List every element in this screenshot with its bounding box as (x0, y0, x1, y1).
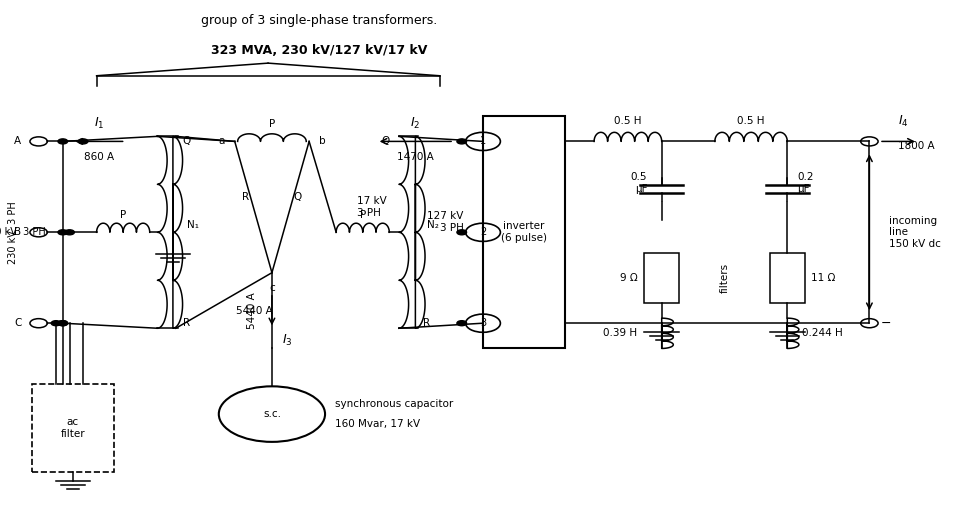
Text: 0.5 H: 0.5 H (737, 116, 765, 126)
Text: 5440 A: 5440 A (247, 292, 257, 329)
Text: A: A (14, 136, 21, 146)
Text: P: P (120, 210, 127, 220)
Text: 160 Mvar, 17 kV: 160 Mvar, 17 kV (335, 419, 420, 429)
Circle shape (51, 321, 61, 326)
Text: 860 A: 860 A (84, 152, 114, 162)
Text: N₁: N₁ (187, 220, 199, 230)
Text: R: R (242, 192, 249, 202)
Text: synchronous capacitor: synchronous capacitor (335, 399, 453, 409)
Text: $I_1$: $I_1$ (94, 116, 104, 131)
Circle shape (65, 230, 74, 235)
Text: −: − (881, 317, 892, 330)
Bar (483, 116, 565, 348)
Circle shape (58, 321, 68, 326)
Text: $I_3$: $I_3$ (282, 333, 292, 348)
Circle shape (457, 230, 467, 235)
Text: 230 kV  3 PH: 230 kV 3 PH (0, 227, 45, 237)
Text: 3: 3 (480, 318, 486, 328)
Text: 0.39 H: 0.39 H (604, 328, 638, 338)
Text: 0.244 H: 0.244 H (802, 328, 842, 338)
Text: a: a (218, 136, 225, 146)
Text: 1800 A: 1800 A (898, 141, 935, 152)
Text: 323 MVA, 230 kV/127 kV/17 kV: 323 MVA, 230 kV/127 kV/17 kV (211, 44, 427, 57)
Text: filters: filters (720, 263, 729, 293)
Text: 0.5 H: 0.5 H (614, 116, 641, 126)
Text: C: C (14, 318, 21, 328)
Text: Q: Q (293, 192, 301, 202)
Bar (644, 252, 679, 303)
Text: c: c (270, 283, 274, 293)
Text: B: B (14, 227, 21, 237)
Text: µF: µF (635, 184, 647, 194)
Text: Q: Q (183, 136, 191, 146)
Text: incoming
line
150 kV dc: incoming line 150 kV dc (889, 216, 941, 249)
Text: P: P (269, 119, 275, 129)
Text: R: R (183, 318, 189, 328)
Text: µF: µF (797, 184, 810, 194)
Text: R: R (423, 318, 430, 328)
Text: 1: 1 (480, 136, 486, 146)
Text: 0.5: 0.5 (631, 172, 647, 182)
Circle shape (58, 321, 68, 326)
Text: inverter
(6 pulse): inverter (6 pulse) (501, 222, 547, 243)
Text: $I_4$: $I_4$ (897, 114, 909, 129)
Text: group of 3 single-phase transformers.: group of 3 single-phase transformers. (201, 14, 437, 27)
Text: $I_2$: $I_2$ (411, 116, 420, 131)
Text: 5440 A: 5440 A (236, 306, 273, 316)
Bar (770, 252, 805, 303)
Text: 1470 A: 1470 A (397, 152, 434, 162)
Text: b: b (319, 136, 326, 146)
Text: Q: Q (381, 136, 389, 146)
Text: s.c.: s.c. (263, 409, 281, 419)
Text: N₂: N₂ (427, 220, 439, 230)
Text: 0.2: 0.2 (797, 172, 813, 182)
Circle shape (78, 139, 88, 144)
Circle shape (457, 139, 467, 144)
Text: 17 kV
3 PH: 17 kV 3 PH (357, 196, 387, 218)
Text: 127 kV
3 PH: 127 kV 3 PH (427, 212, 464, 233)
Circle shape (58, 139, 68, 144)
Text: 11 Ω: 11 Ω (811, 273, 836, 283)
Circle shape (58, 230, 68, 235)
Circle shape (457, 321, 467, 326)
Text: P: P (359, 210, 366, 220)
Text: 9 Ω: 9 Ω (620, 273, 638, 283)
Text: 230 kV  3 PH: 230 kV 3 PH (8, 201, 17, 264)
Text: ac
filter: ac filter (61, 417, 85, 439)
Text: 2: 2 (480, 227, 486, 237)
